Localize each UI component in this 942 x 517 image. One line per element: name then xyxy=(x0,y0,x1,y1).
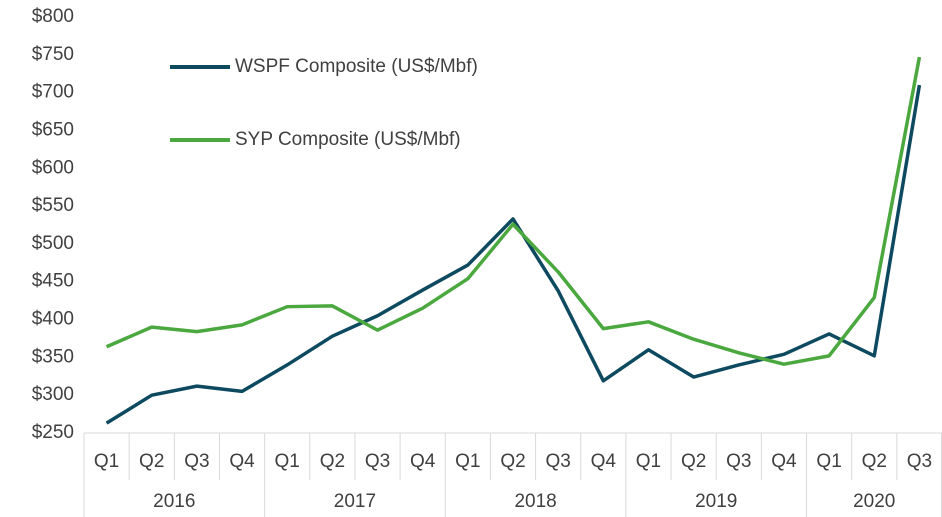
x-tick-label: Q1 xyxy=(94,451,119,472)
series-line xyxy=(105,56,922,366)
y-tick-label: $450 xyxy=(32,271,74,292)
x-tick-label: Q3 xyxy=(726,451,751,472)
x-tick-label: Q3 xyxy=(184,451,209,472)
y-tick-label: $550 xyxy=(32,195,74,216)
x-tick-label: Q3 xyxy=(907,451,932,472)
x-tick-label: Q2 xyxy=(320,451,345,472)
y-tick-label: $700 xyxy=(32,82,74,103)
legend-label: SYP Composite (US$/Mbf) xyxy=(235,129,461,150)
x-tick-label: Q1 xyxy=(636,451,661,472)
x-tick-label: Q4 xyxy=(229,451,255,472)
series-line xyxy=(105,84,922,425)
x-tick-label: Q4 xyxy=(410,451,436,472)
x-tick-label: Q3 xyxy=(365,451,390,472)
group-label: 2018 xyxy=(514,491,556,512)
group-label: 2020 xyxy=(853,491,895,512)
x-tick-label: Q4 xyxy=(591,451,617,472)
x-tick-label: Q1 xyxy=(816,451,841,472)
x-tick-label: Q1 xyxy=(455,451,480,472)
y-tick-label: $800 xyxy=(32,6,74,27)
x-tick-label: Q1 xyxy=(275,451,300,472)
y-tick-label: $650 xyxy=(32,119,74,140)
y-tick-label: $300 xyxy=(32,384,74,405)
legend-label: WSPF Composite (US$/Mbf) xyxy=(235,56,478,77)
y-tick-label: $750 xyxy=(32,44,74,65)
group-label: 2017 xyxy=(334,491,376,512)
y-tick-label: $250 xyxy=(32,422,74,443)
x-tick-label: Q2 xyxy=(862,451,887,472)
y-tick-label: $500 xyxy=(32,233,74,254)
y-tick-label: $400 xyxy=(32,309,74,330)
x-tick-label: Q2 xyxy=(500,451,525,472)
group-label: 2016 xyxy=(153,491,195,512)
x-tick-label: Q3 xyxy=(545,451,570,472)
y-tick-label: $350 xyxy=(32,346,74,367)
group-label: 2019 xyxy=(695,491,737,512)
x-tick-label: Q2 xyxy=(139,451,164,472)
x-tick-label: Q4 xyxy=(771,451,797,472)
y-tick-label: $600 xyxy=(32,157,74,178)
x-tick-label: Q2 xyxy=(681,451,706,472)
